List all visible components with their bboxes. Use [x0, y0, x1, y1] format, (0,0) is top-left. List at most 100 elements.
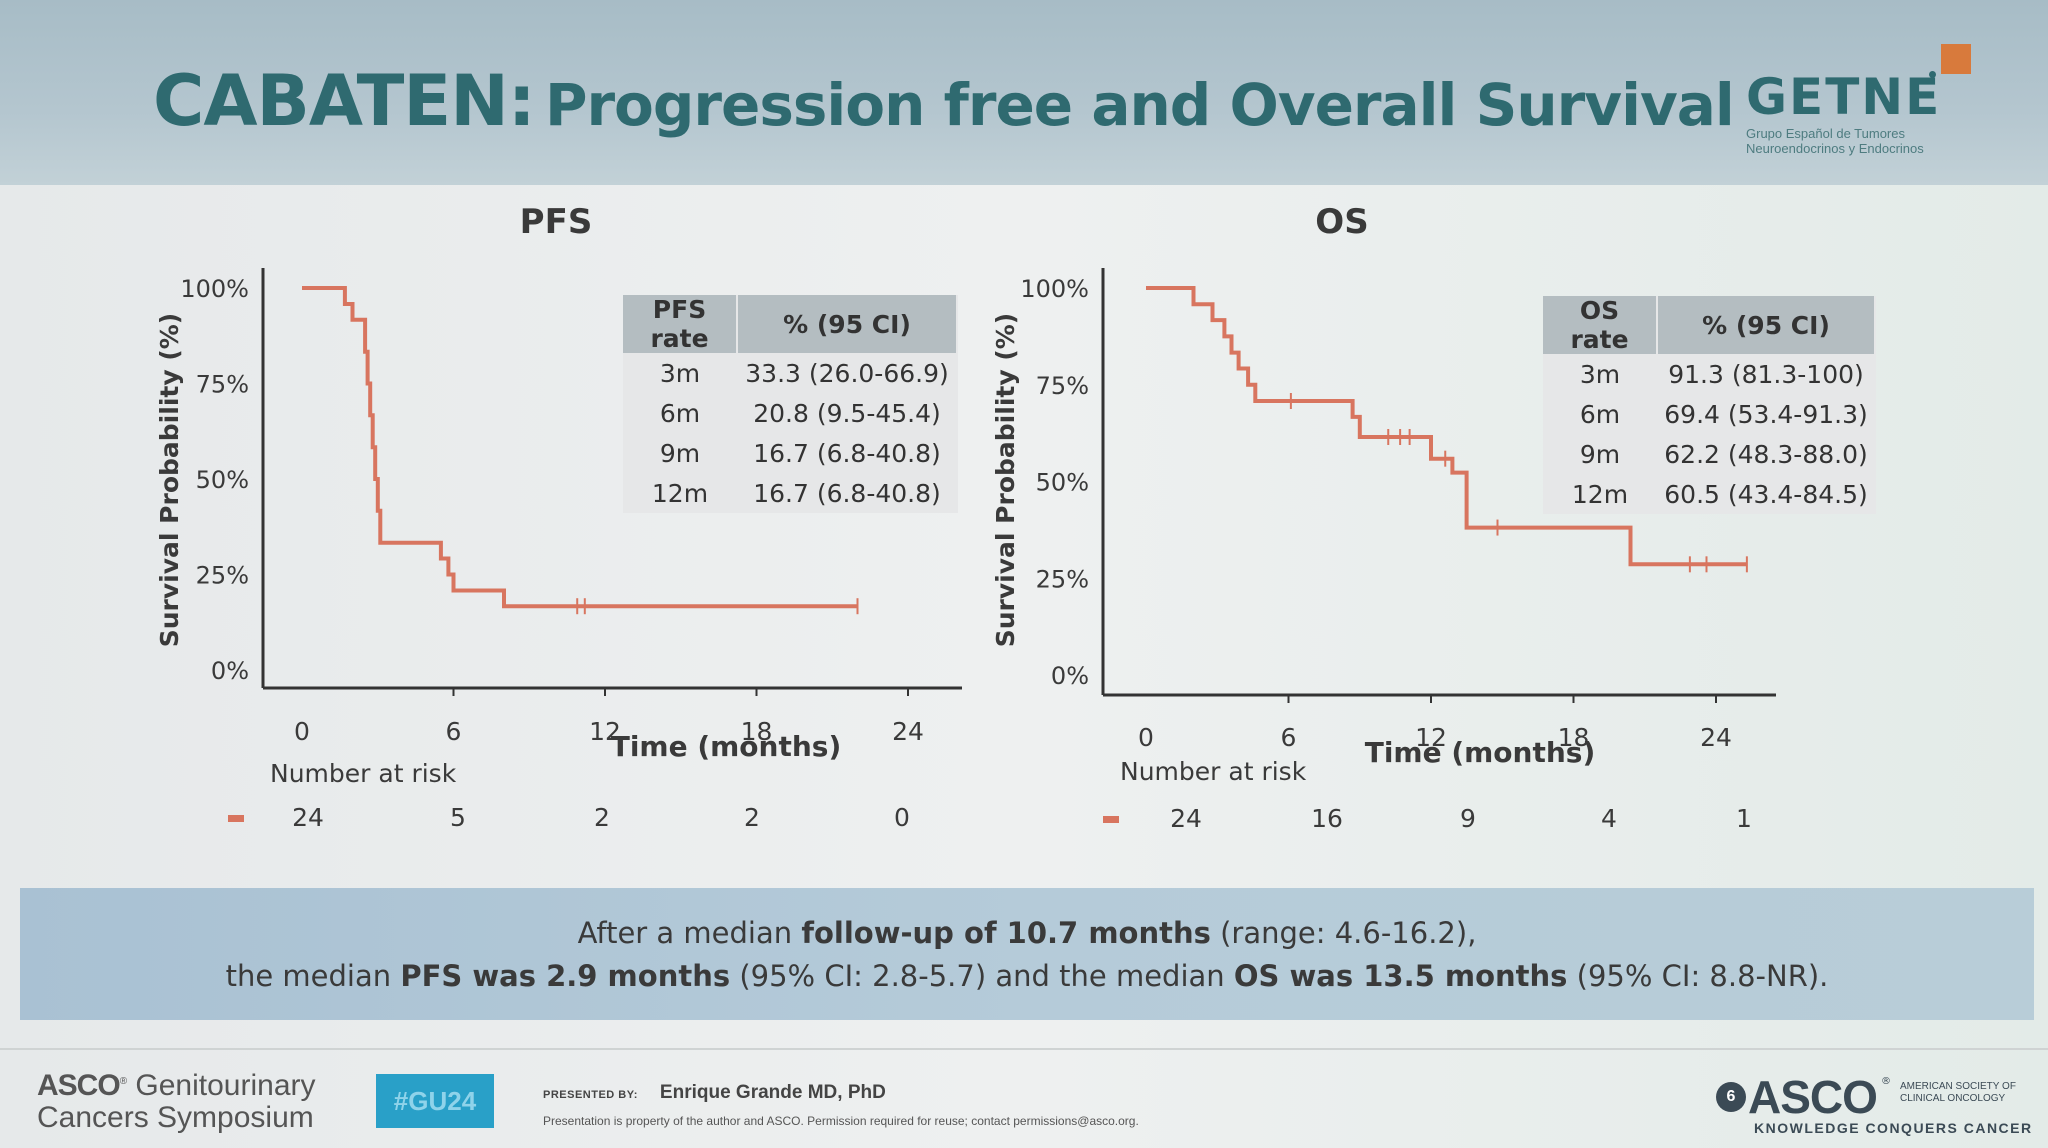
- pfs-x-tick-label: 18: [741, 717, 773, 746]
- asco-gu-word: ASCO: [37, 1069, 121, 1102]
- table-row: 12m 60.5 (43.4-84.5): [1543, 474, 1875, 514]
- os-y-axis-label: Survival Probability (%): [991, 313, 1020, 648]
- os-chart-title: OS: [1315, 202, 1368, 242]
- os-x-tick-label: 6: [1281, 723, 1297, 752]
- os-y-tick-label: 100%: [1020, 275, 1089, 303]
- pfs-y-tick-label: 25%: [196, 562, 249, 590]
- pfs-risk-marker-icon: [228, 815, 244, 822]
- slide-number: 6: [1716, 1082, 1746, 1112]
- pfs-y-tick-label: 0%: [211, 657, 249, 685]
- summary-emphasis: follow-up of 10.7 months: [801, 916, 1211, 950]
- pfs-y-tick-label: 100%: [180, 275, 249, 303]
- table-cell: 20.8 (9.5-45.4): [753, 398, 941, 428]
- asco-wordmark: ASCO: [1748, 1071, 1878, 1123]
- hashtag-badge: #GU24: [376, 1074, 494, 1128]
- table-cell: 12m: [1571, 479, 1629, 509]
- os-risk-count: 16: [1311, 804, 1343, 833]
- asco-side-line2: CLINICAL ONCOLOGY: [1900, 1093, 2006, 1104]
- summary-text: (range: 4.6-16.2),: [1210, 916, 1477, 950]
- table-row: 3m 91.3 (81.3-100): [1543, 354, 1875, 394]
- table-cell: 6m: [659, 398, 701, 428]
- presenter-name: Enrique Grande MD, PhD: [659, 1082, 886, 1103]
- table-cell: 60.5 (43.4-84.5): [1664, 479, 1868, 509]
- pfs-y-axis-label: Survival Probability (%): [155, 313, 184, 648]
- os-rate-table: OS rate % (95 CI) 3m 91.3 (81.3-100) 6m 69…: [1543, 296, 1876, 514]
- table-row: 9m 62.2 (48.3-88.0): [1543, 434, 1875, 474]
- pfs-risk-count: 0: [894, 803, 910, 832]
- pfs-x-axis-label: Time (months): [611, 730, 842, 763]
- asco-side-line1: AMERICAN SOCIETY OF: [1900, 1081, 2016, 1092]
- table-cell: 69.4 (53.4-91.3): [1664, 399, 1868, 429]
- pfs-x-tick-label: 0: [294, 717, 310, 746]
- os-table-header-rate: OS rate: [1543, 296, 1658, 354]
- getne-logo-dot-icon: [1929, 71, 1936, 78]
- pfs-risk-count: 2: [744, 803, 760, 832]
- pfs-survival-curve: [302, 286, 858, 609]
- os-x-tick-label: 18: [1558, 723, 1590, 752]
- pfs-y-tick-label: 75%: [196, 371, 249, 399]
- asco-side-text: AMERICAN SOCIETY OF CLINICAL ONCOLOGY: [1900, 1081, 2016, 1105]
- pfs-rate-table: PFS rate % (95 CI) 3m 33.3 (26.0-66.9) 6m…: [623, 295, 958, 513]
- os-y-tick-label: 25%: [1036, 565, 1089, 593]
- pfs-table-header-rate: PFS rate: [623, 295, 738, 353]
- pfs-risk-count: 5: [450, 803, 466, 832]
- getne-subtitle-line2: Neuroendocrinos y Endocrinos: [1746, 141, 1924, 156]
- os-risk-marker-icon: [1103, 816, 1119, 823]
- table-cell: 9m: [1579, 439, 1621, 469]
- table-cell: 3m: [659, 358, 701, 388]
- os-y-tick-label: 0%: [1051, 662, 1089, 690]
- pfs-y-tick-label: 50%: [196, 466, 249, 494]
- title-sub: Progression free and Overall Survival: [544, 71, 1735, 139]
- os-risk-count: 1: [1736, 804, 1752, 833]
- pfs-risk-count: 24: [292, 803, 324, 832]
- os-risk-count: 24: [1170, 804, 1202, 833]
- getne-logo-square-icon: [1941, 44, 1971, 74]
- asco-tagline: KNOWLEDGE CONQUERS CANCER: [1754, 1120, 2033, 1136]
- os-x-tick-label: 24: [1700, 723, 1732, 752]
- os-x-tick-label: 12: [1415, 723, 1447, 752]
- os-x-tick-label: 0: [1138, 723, 1154, 752]
- getne-logo-word: GETNE: [1746, 68, 1942, 126]
- pfs-risk-table-label: Number at risk: [270, 759, 457, 788]
- os-risk-count: 4: [1601, 804, 1617, 833]
- slide-title: CABATEN: Progression free and Overall Su…: [153, 60, 1735, 142]
- table-cell: 6m: [1579, 399, 1621, 429]
- summary-text: (95% CI: 2.8-5.7) and the median: [730, 959, 1234, 993]
- presenter-line: PRESENTED BY: Enrique Grande MD, PhD: [543, 1082, 886, 1104]
- table-row: 6m 20.8 (9.5-45.4): [623, 393, 957, 433]
- table-cell: 9m: [659, 438, 701, 468]
- table-cell: 16.7 (6.8-40.8): [753, 438, 941, 468]
- summary-box: After a median follow-up of 10.7 months …: [20, 888, 2034, 1020]
- pfs-table-header-ci: % (95 CI): [737, 295, 958, 353]
- summary-text: the median: [225, 959, 401, 993]
- table-row: 12m 16.7 (6.8-40.8): [623, 473, 957, 513]
- summary-line-2: the median PFS was 2.9 months (95% CI: 2…: [20, 955, 2034, 998]
- summary-emphasis: PFS was 2.9 months: [400, 959, 731, 993]
- disclaimer-text: Presentation is property of the author a…: [543, 1114, 1139, 1128]
- asco-gu-genitourinary: Genitourinary: [135, 1069, 316, 1102]
- os-y-tick-label: 75%: [1036, 372, 1089, 400]
- getne-logo: GETNE Grupo Español de Tumores Neuroendo…: [1746, 40, 1991, 160]
- asco-logo: 6 ASCO ® AMERICAN SOCIETY OF CLINICAL ON…: [1716, 1070, 2046, 1140]
- summary-line-1: After a median follow-up of 10.7 months …: [20, 888, 2034, 955]
- asco-gu-symposium: Cancers Symposium: [37, 1101, 314, 1134]
- summary-text: (95% CI: 8.8-NR).: [1567, 959, 1829, 993]
- table-cell: 12m: [651, 478, 709, 508]
- os-survival-curve: [1146, 286, 1747, 567]
- table-cell: 91.3 (81.3-100): [1668, 359, 1864, 389]
- table-cell: 16.7 (6.8-40.8): [753, 478, 941, 508]
- os-x-axis-label: Time (months): [1365, 736, 1596, 769]
- table-cell: 33.3 (26.0-66.9): [745, 358, 949, 388]
- table-row: 6m 69.4 (53.4-91.3): [1543, 394, 1875, 434]
- os-risk-count: 9: [1460, 804, 1476, 833]
- asco-registered-icon: ®: [1881, 1076, 1891, 1087]
- pfs-x-tick-label: 24: [892, 717, 924, 746]
- table-row: 9m 16.7 (6.8-40.8): [623, 433, 957, 473]
- os-risk-table-label: Number at risk: [1120, 757, 1307, 786]
- table-cell: 62.2 (48.3-88.0): [1664, 439, 1868, 469]
- asco-gu-logo: ASCO® Genitourinary Cancers Symposium: [37, 1069, 316, 1134]
- footer-divider: [0, 1048, 2048, 1050]
- header-band: [0, 0, 2048, 185]
- pfs-x-tick-label: 12: [589, 717, 621, 746]
